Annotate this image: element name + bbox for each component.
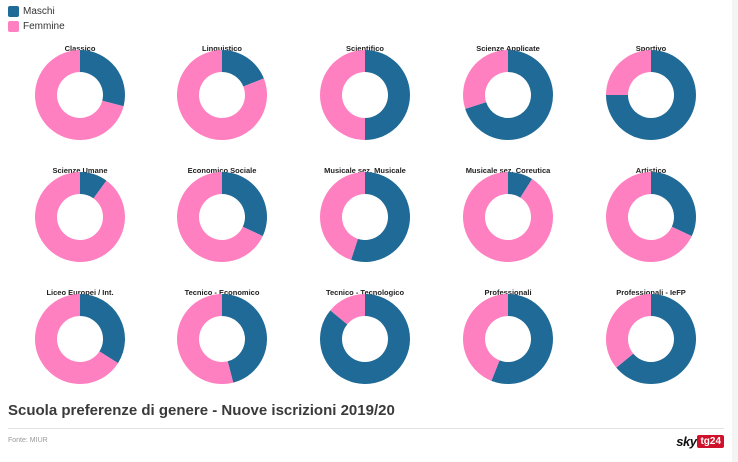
slice-maschi[interactable] <box>222 50 264 87</box>
donut-professionali-iefp: Professionali - IeFP <box>606 288 697 384</box>
donut-scientifico: Scientifico <box>320 44 410 140</box>
window-edge <box>732 0 738 462</box>
slice-maschi[interactable] <box>351 172 411 262</box>
slice-femmine[interactable] <box>330 294 365 325</box>
slice-femmine[interactable] <box>606 294 651 368</box>
slice-maschi[interactable] <box>606 50 696 140</box>
slice-maschi[interactable] <box>80 50 126 107</box>
donut-classico: Classico <box>35 44 126 140</box>
donut-liceo-europei-int: Liceo Europei / Int. <box>35 288 126 384</box>
slice-femmine[interactable] <box>606 172 692 262</box>
legend-label-maschi: Maschi <box>23 6 55 17</box>
donut-tecnico-economico: Tecnico - Economico <box>177 288 268 384</box>
slice-femmine[interactable] <box>177 294 234 384</box>
donut-professionali: Professionali <box>462 288 553 384</box>
donut-title: Classico <box>65 44 96 53</box>
legend-item-maschi[interactable]: Maschi <box>8 4 65 19</box>
slice-maschi[interactable] <box>651 172 697 237</box>
donut-title: Liceo Europei / Int. <box>46 288 113 297</box>
slice-femmine[interactable] <box>320 172 365 260</box>
slice-femmine[interactable] <box>606 50 651 95</box>
sky-tg24-logo: sky tg24 <box>676 432 724 450</box>
divider <box>8 428 724 429</box>
donut-artistico: Artistico <box>606 166 697 262</box>
donut-musicale-sez-musicale: Musicale sez. Musicale <box>320 166 411 262</box>
slice-maschi[interactable] <box>80 172 107 199</box>
slice-femmine[interactable] <box>462 294 508 381</box>
donut-title: Scientifico <box>346 44 384 53</box>
slice-femmine[interactable] <box>320 50 365 140</box>
donut-sportivo: Sportivo <box>606 44 696 140</box>
donut-chart-grid: Classico Linguistico Scientifico Scienze Ap… <box>34 44 697 384</box>
donut-title: Musicale sez. Coreutica <box>466 166 551 175</box>
slice-femmine[interactable] <box>463 50 508 109</box>
slice-maschi[interactable] <box>616 294 697 384</box>
legend-item-femmine[interactable]: Femmine <box>8 19 65 34</box>
legend-swatch-femmine <box>8 21 19 32</box>
slice-maschi[interactable] <box>222 294 268 383</box>
donut-title: Professionali <box>484 288 531 297</box>
slice-maschi[interactable] <box>222 172 267 237</box>
donut-title: Musicale sez. Musicale <box>324 166 406 175</box>
donut-linguistico: Linguistico <box>176 44 267 140</box>
slice-femmine[interactable] <box>35 50 124 140</box>
slice-maschi[interactable] <box>320 293 410 384</box>
slice-femmine[interactable] <box>34 172 125 262</box>
donut-title: Economico Sociale <box>188 166 257 175</box>
slice-maschi[interactable] <box>80 294 126 364</box>
slice-femmine[interactable] <box>35 294 118 384</box>
slice-maschi[interactable] <box>508 172 533 198</box>
slice-femmine[interactable] <box>177 172 263 262</box>
donut-title: Linguistico <box>202 44 242 53</box>
donut-economico-sociale: Economico Sociale <box>177 166 267 262</box>
chart-title: Scuola preferenze di genere - Nuove iscr… <box>8 402 395 419</box>
donut-title: Tecnico - Tecnologico <box>326 288 404 297</box>
legend: Maschi Femmine <box>8 4 65 34</box>
logo-tg24-text: tg24 <box>697 434 724 448</box>
slice-maschi[interactable] <box>465 50 553 141</box>
logo-sky-text: sky <box>676 433 697 449</box>
slice-maschi[interactable] <box>491 294 553 384</box>
source-note: Fonte: MIUR <box>8 437 48 444</box>
donut-title: Sportivo <box>636 44 667 53</box>
legend-swatch-maschi <box>8 6 19 17</box>
donut-musicale-sez-coreutica: Musicale sez. Coreutica <box>463 166 553 262</box>
donut-title: Professionali - IeFP <box>616 288 686 297</box>
slice-femmine[interactable] <box>176 50 267 140</box>
legend-label-femmine: Femmine <box>23 21 65 32</box>
donut-title: Scienze Umane <box>52 166 107 175</box>
donut-scienze-applicate: Scienze Applicate <box>463 44 553 141</box>
donut-title: Artistico <box>636 166 667 175</box>
slice-maschi[interactable] <box>365 50 410 140</box>
slice-femmine[interactable] <box>463 172 553 262</box>
donut-title: Tecnico - Economico <box>185 288 260 297</box>
donut-scienze-umane: Scienze Umane <box>34 166 125 262</box>
donut-tecnico-tecnologico: Tecnico - Tecnologico <box>320 288 410 384</box>
donut-title: Scienze Applicate <box>476 44 540 53</box>
